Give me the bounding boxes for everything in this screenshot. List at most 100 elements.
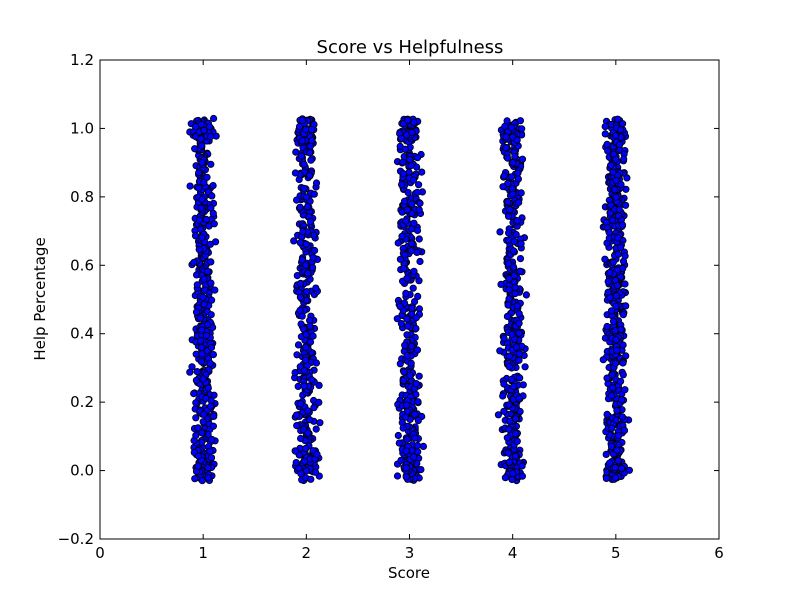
y-axis-label: Help Percentage <box>31 237 49 360</box>
data-point <box>611 463 619 472</box>
data-point <box>511 415 520 423</box>
data-point <box>406 155 414 163</box>
data-point <box>608 371 616 379</box>
data-point <box>415 235 423 243</box>
data-point <box>609 258 617 267</box>
x-tick-label: 6 <box>714 544 724 562</box>
data-point <box>402 473 410 481</box>
data-point <box>621 201 630 209</box>
data-point <box>516 374 524 382</box>
data-point <box>402 413 410 421</box>
data-point <box>198 326 206 334</box>
y-tick-label: 1.0 <box>70 119 94 137</box>
data-point <box>186 182 194 190</box>
data-point <box>602 474 611 482</box>
data-point <box>513 136 521 144</box>
data-point <box>522 291 531 299</box>
data-point <box>401 145 409 153</box>
data-point <box>515 350 524 358</box>
data-point <box>604 147 612 155</box>
data-point <box>504 198 512 206</box>
data-point <box>612 416 620 424</box>
data-point <box>207 133 215 141</box>
data-point <box>397 319 405 328</box>
data-point <box>307 126 316 134</box>
data-point <box>298 312 306 320</box>
data-point <box>512 231 520 239</box>
data-point <box>512 343 521 351</box>
data-point <box>400 368 408 376</box>
data-point <box>617 126 625 134</box>
data-point <box>614 234 622 242</box>
data-point <box>201 286 209 294</box>
data-point <box>407 247 416 255</box>
data-point <box>298 256 306 264</box>
data-point <box>617 325 625 334</box>
data-point <box>194 462 202 470</box>
data-point <box>603 410 611 418</box>
data-point <box>518 462 526 470</box>
data-point <box>192 376 200 384</box>
data-point <box>504 449 512 457</box>
data-point <box>208 296 216 304</box>
data-point <box>507 123 516 132</box>
data-point <box>400 197 409 205</box>
data-point <box>306 218 315 226</box>
data-point <box>417 465 425 474</box>
data-point <box>499 392 507 400</box>
data-point <box>192 431 200 439</box>
data-point <box>195 184 203 192</box>
data-point <box>416 257 424 266</box>
data-point <box>400 264 408 273</box>
data-point <box>515 319 523 327</box>
data-point <box>410 118 418 127</box>
data-point <box>494 411 502 419</box>
data-point <box>511 452 520 460</box>
data-point <box>297 152 305 160</box>
data-point <box>195 216 203 224</box>
data-point <box>290 237 298 245</box>
data-point <box>301 356 310 364</box>
data-point <box>409 284 417 292</box>
data-point <box>500 172 508 180</box>
data-point <box>297 470 305 478</box>
data-point <box>310 404 318 412</box>
data-point <box>418 168 426 176</box>
data-point <box>518 125 526 133</box>
data-point <box>606 268 614 277</box>
x-tick-label: 2 <box>302 544 312 562</box>
data-point <box>496 347 504 355</box>
data-point <box>509 469 517 477</box>
data-point <box>613 281 621 290</box>
data-point <box>414 398 422 406</box>
data-point <box>299 116 307 124</box>
data-point <box>296 434 305 443</box>
data-point <box>500 407 508 415</box>
data-point <box>615 205 623 214</box>
data-point <box>508 475 516 484</box>
data-point <box>295 123 304 131</box>
data-point <box>302 467 311 475</box>
data-point <box>620 155 628 163</box>
data-point <box>186 368 194 376</box>
data-point <box>404 322 412 330</box>
y-tick-label: −0.2 <box>58 530 94 548</box>
data-point <box>516 117 525 125</box>
y-tick-label: 0.2 <box>70 393 94 411</box>
data-point <box>611 474 619 482</box>
data-point <box>403 351 411 360</box>
data-point <box>310 246 319 255</box>
data-point <box>609 168 617 176</box>
data-point <box>310 190 318 198</box>
data-point <box>612 302 620 310</box>
y-tick-label: 0.0 <box>70 462 94 480</box>
data-point <box>206 240 214 248</box>
data-point <box>296 279 305 287</box>
data-point <box>209 209 217 217</box>
data-point <box>604 277 612 286</box>
data-point <box>312 425 320 433</box>
data-point <box>307 475 315 483</box>
data-point <box>190 389 198 398</box>
data-point <box>206 359 214 367</box>
